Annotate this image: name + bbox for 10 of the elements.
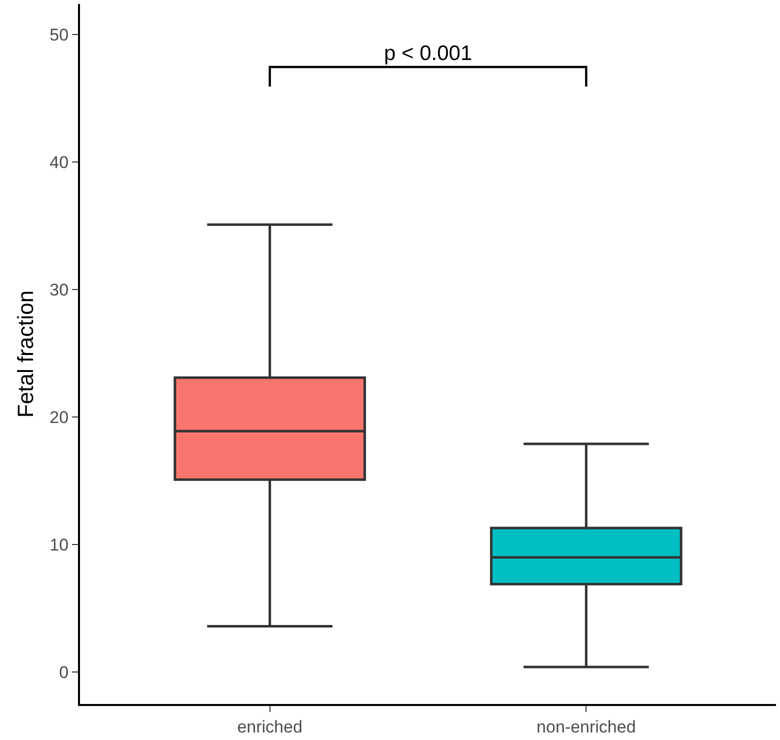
y-tick-label: 30 xyxy=(50,280,69,300)
y-tick-label: 0 xyxy=(59,663,69,682)
y-tick-label: 10 xyxy=(50,536,69,555)
y-tick-label: 50 xyxy=(50,26,69,45)
y-tick-label: 40 xyxy=(50,153,69,172)
y-tick-label: 20 xyxy=(50,408,69,428)
x-tick-label: non-enriched xyxy=(536,717,636,736)
x-tick-label: enriched xyxy=(237,717,302,736)
annotation: p < 0.001 xyxy=(384,42,472,65)
y-axis-title: Fetal fraction xyxy=(12,290,38,418)
